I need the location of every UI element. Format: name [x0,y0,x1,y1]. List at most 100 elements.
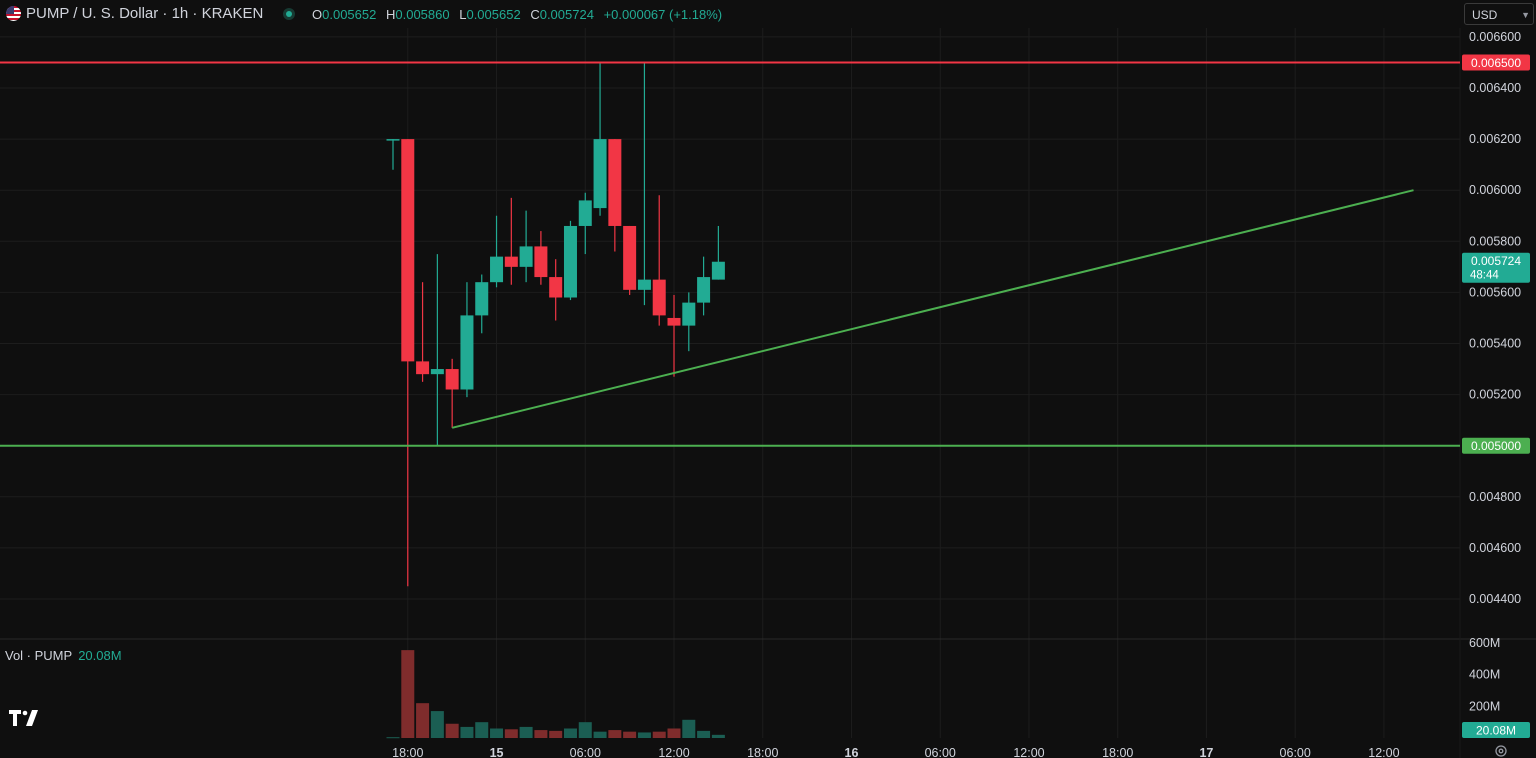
candle-body [504,256,518,267]
time-tick-label: 17 [1199,746,1213,758]
tradingview-logo-icon[interactable] [8,708,40,726]
volume-bar [430,711,444,738]
candle-body [460,315,474,390]
price-tick-label: 0.004600 [1469,541,1521,555]
volume-bar [637,732,651,738]
candle-body [682,302,696,326]
volume-tick-label: 200M [1469,699,1500,713]
high-value: 0.005860 [395,7,450,22]
candle-body [697,277,711,303]
candle-body [652,279,666,316]
candle-body [534,246,548,278]
volume-bar [490,728,504,738]
time-tick-label: 18:00 [747,746,778,758]
price-tick-label: 0.006600 [1469,30,1521,44]
volume-bar [667,728,681,738]
time-tick-label: 06:00 [1280,746,1311,758]
price-tick-label: 0.006000 [1469,183,1521,197]
volume-bar [401,650,415,738]
time-tick-label: 15 [490,746,504,758]
last-volume-tag [1462,722,1530,738]
last-price-tag [1462,252,1530,283]
time-tick-label: 06:00 [570,746,601,758]
volume-bar [519,726,533,738]
candle-body [445,369,459,390]
price-tick-label: 0.006400 [1469,81,1521,95]
volume-bar [608,730,622,738]
time-tick-label: 12:00 [1013,746,1044,758]
volume-bar [475,722,489,738]
volume-bar [460,726,474,738]
candle-body [416,361,430,375]
level-price-tag [1462,54,1530,71]
last-volume-label: 20.08M [1476,724,1516,738]
volume-bar [563,728,577,738]
low-label: L [459,7,467,22]
candle-body [475,282,489,316]
candle-body [563,225,577,298]
symbol-title[interactable]: PUMP / U. S. Dollar · 1h · KRAKEN [26,5,264,22]
time-tick-label: 16 [845,746,859,758]
volume-bar [623,731,637,738]
currency-select[interactable]: USD ▼ [1464,3,1534,25]
volume-bar [504,729,518,738]
time-tick-label: 06:00 [925,746,956,758]
volume-bar [697,730,711,738]
volume-bar [549,730,563,738]
candle-body [623,225,637,290]
volume-bar [416,703,430,738]
candle-body [549,277,563,298]
countdown-label: 48:44 [1470,270,1499,282]
volume-bar [445,723,459,738]
candle-body [490,256,504,283]
high-label: H [385,7,396,22]
candle-body [667,317,681,326]
time-tick-label: 12:00 [1368,746,1399,758]
candle-body [430,369,444,375]
price-tick-label: 0.004400 [1469,592,1521,606]
trend-line [451,189,1414,429]
volume-legend-label: Vol · PUMP [5,648,73,663]
volume-bar [652,731,666,738]
volume-bar [534,730,548,738]
time-tick-label: 18:00 [392,746,423,758]
candle-body [519,246,533,267]
level-price-label: 0.005000 [1471,439,1521,453]
volume-bar [578,722,592,738]
price-tick-label: 0.005600 [1469,285,1521,299]
volume-bar [682,719,696,738]
gear-icon[interactable] [1494,744,1508,758]
market-open-status-icon [283,8,295,20]
level-price-label: 0.006500 [1471,56,1521,70]
volume-legend[interactable]: Vol · PUMP 20.08M [5,648,122,663]
change-value: +0.000067 (+1.18%) [603,7,723,22]
time-tick-label: 18:00 [1102,746,1133,758]
open-label: O [312,7,323,22]
volume-bar [593,731,607,738]
last-price-label: 0.005724 [1471,254,1521,268]
us-flag-icon [6,6,21,21]
candle-body [608,139,622,226]
volume-bar [386,737,400,739]
open-value: 0.005652 [322,7,377,22]
candle-body [711,261,725,280]
volume-legend-value: 20.08M [78,648,122,663]
close-value: 0.005724 [539,7,594,22]
ohlc-legend: O0.005652 H0.005860 L0.005652 C0.005724 … [312,7,728,22]
volume-tick-label: 600M [1469,636,1500,650]
low-value: 0.005652 [466,7,521,22]
currency-label: USD [1472,8,1498,22]
price-tick-label: 0.005200 [1469,388,1521,402]
candle-body [386,139,400,141]
price-tick-label: 0.005800 [1469,234,1521,248]
price-tick-label: 0.004800 [1469,490,1521,504]
volume-tick-label: 400M [1469,668,1500,682]
volume-bar [711,734,725,738]
close-label: C [530,7,540,22]
candle-body [401,139,415,362]
candle-body [593,139,607,209]
candle-body [637,279,651,290]
time-tick-label: 12:00 [658,746,689,758]
candle-body [578,200,592,226]
